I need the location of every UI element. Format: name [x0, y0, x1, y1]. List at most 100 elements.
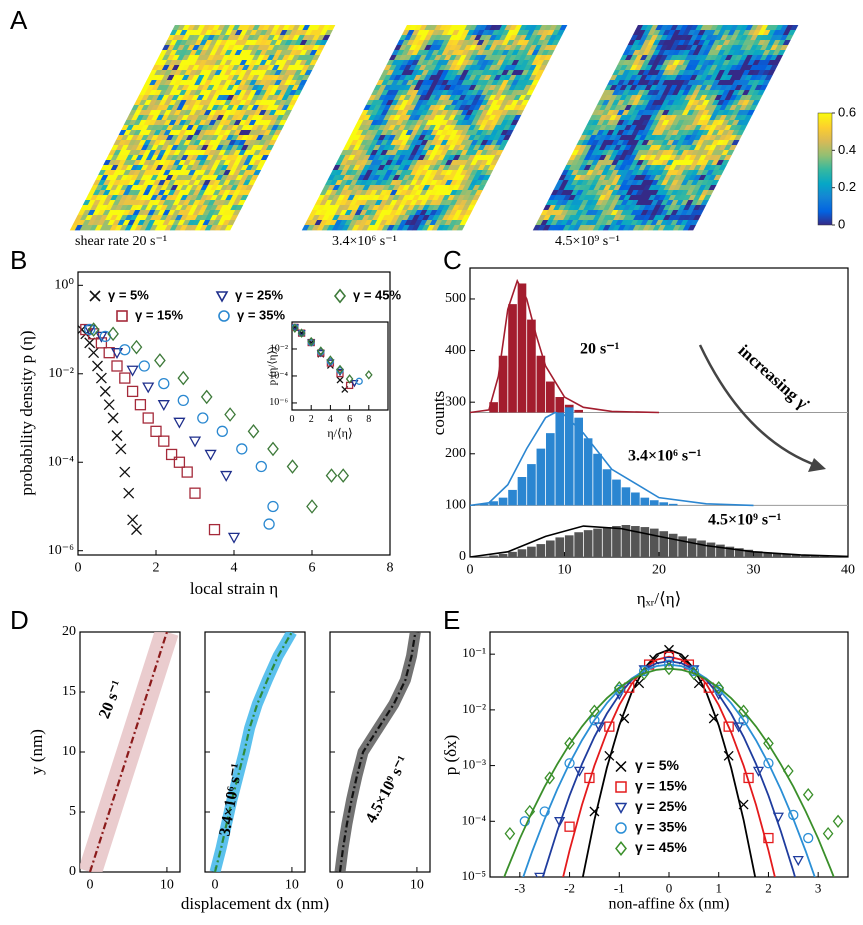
map-cell — [714, 55, 723, 61]
map-cell — [192, 210, 201, 216]
histogram-bar — [593, 453, 602, 506]
map-cell — [475, 120, 484, 126]
map-cell — [408, 55, 417, 61]
map-cell — [416, 80, 425, 86]
map-cell — [746, 90, 756, 96]
map-cell — [634, 115, 643, 121]
map-cell — [175, 205, 184, 211]
map-cell — [127, 220, 136, 226]
map-cell — [146, 105, 155, 111]
map-cell — [571, 160, 580, 166]
map-cell — [503, 55, 512, 61]
map-cell — [385, 130, 394, 136]
map-cell — [688, 185, 697, 191]
map-cell — [653, 125, 663, 131]
map-cell — [382, 205, 391, 211]
map-cell — [150, 125, 160, 131]
map-cell — [236, 115, 245, 121]
map-cell — [206, 115, 215, 121]
map-cell — [606, 110, 615, 116]
marker-diamond — [336, 364, 344, 375]
map-cell — [174, 225, 183, 231]
map-cell — [583, 145, 592, 151]
map-cell — [355, 150, 364, 156]
map-cell — [271, 45, 281, 51]
map-cell — [684, 85, 693, 91]
map-cell — [677, 215, 687, 221]
map-cell — [190, 125, 200, 131]
map-cell — [665, 170, 675, 176]
map-cell — [426, 225, 435, 231]
map-cell — [173, 120, 182, 126]
map-cell — [153, 130, 162, 136]
map-cell — [623, 155, 632, 161]
map-cell — [433, 75, 442, 81]
marker-circle — [355, 377, 363, 385]
map-cell — [709, 105, 718, 111]
map-cell — [380, 150, 389, 156]
map-cell — [377, 175, 386, 181]
map-cell — [528, 45, 538, 51]
map-cell — [205, 145, 214, 151]
map-cell — [398, 115, 407, 121]
map-cell — [413, 105, 422, 111]
map-cell — [312, 205, 321, 211]
map-cell — [623, 175, 632, 181]
map-cell — [537, 215, 547, 221]
map-cell — [213, 110, 222, 116]
map-cell — [362, 165, 371, 171]
map-cell — [424, 25, 433, 31]
map-cell — [654, 55, 663, 61]
map-cell — [342, 165, 351, 171]
map-cell — [158, 110, 167, 116]
map-cell — [694, 55, 703, 61]
map-cell — [590, 220, 599, 226]
map-cell — [349, 170, 359, 176]
map-cell — [319, 30, 328, 36]
map-cell — [221, 55, 230, 61]
map-cell — [188, 140, 197, 146]
map-cell — [446, 40, 455, 46]
map-cell — [268, 140, 277, 146]
map-cell — [238, 130, 247, 136]
map-cell — [456, 30, 465, 36]
map-cell — [463, 85, 472, 91]
map-cell — [463, 95, 472, 101]
map-cell — [669, 45, 679, 51]
map-cell — [202, 200, 211, 206]
map-cell — [477, 175, 486, 181]
map-cell — [726, 90, 736, 96]
map-cell — [241, 95, 250, 101]
map-cell — [445, 120, 454, 126]
map-cell — [210, 125, 220, 131]
map-cell — [616, 90, 626, 96]
map-cell — [618, 205, 627, 211]
map-cell — [354, 200, 363, 206]
marker-circle — [119, 344, 131, 356]
map-cell — [593, 165, 602, 171]
map-cell — [164, 50, 173, 56]
map-cell — [382, 195, 391, 201]
map-cell — [703, 175, 712, 181]
map-cell — [245, 175, 254, 181]
map-cell — [245, 135, 255, 141]
map-cell — [204, 215, 214, 221]
map-cell — [210, 165, 219, 171]
map-cell — [617, 70, 626, 76]
map-cell — [551, 40, 560, 46]
map-cell — [716, 130, 725, 136]
map-cell — [632, 215, 642, 221]
map-cell — [377, 125, 387, 131]
map-cell — [519, 35, 528, 41]
map-cell — [334, 220, 343, 226]
map-cell — [605, 180, 614, 186]
map-cell — [301, 75, 310, 81]
map-cell — [383, 85, 392, 91]
map-cell — [714, 75, 723, 81]
map-cell — [503, 105, 512, 111]
map-cell — [142, 200, 151, 206]
map-cell — [489, 25, 498, 31]
map-cell — [238, 100, 247, 106]
map-cell — [364, 210, 373, 216]
map-cell — [540, 220, 549, 226]
